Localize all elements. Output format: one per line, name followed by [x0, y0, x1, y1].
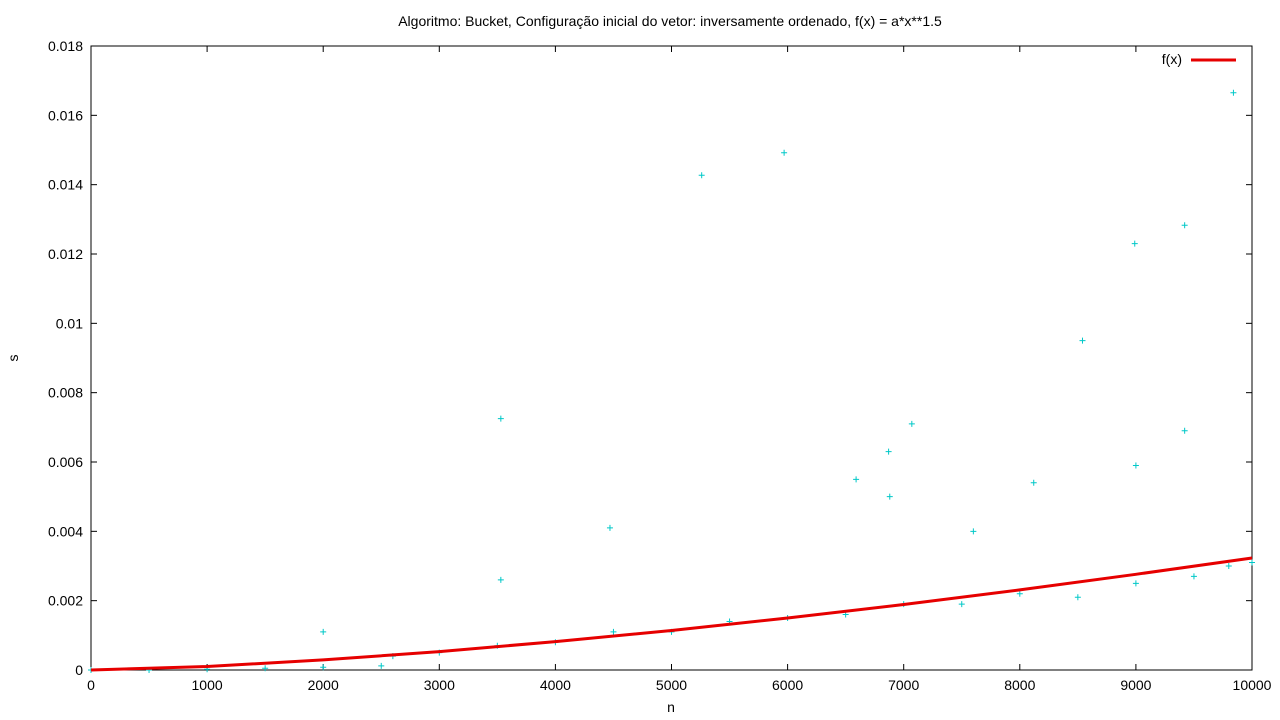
data-point — [1131, 240, 1138, 247]
data-point — [606, 524, 613, 531]
data-point — [1030, 479, 1037, 486]
legend: f(x) — [1162, 51, 1236, 67]
data-point — [698, 172, 705, 179]
data-point — [1181, 427, 1188, 434]
y-tick-label: 0 — [75, 662, 83, 678]
fit-line — [90, 556, 1253, 672]
x-tick-label: 7000 — [888, 677, 919, 693]
y-tick-label: 0.012 — [48, 246, 83, 262]
x-tick-label: 3000 — [424, 677, 455, 693]
x-axis-label: n — [667, 699, 675, 715]
y-axis-label: s — [5, 355, 21, 362]
data-point — [1079, 337, 1086, 344]
data-point — [1230, 89, 1237, 96]
y-tick-label: 0.016 — [48, 107, 83, 123]
data-point — [886, 493, 893, 500]
x-tick-label: 2000 — [308, 677, 339, 693]
y-tick-label: 0.018 — [48, 38, 83, 54]
y-tick-label: 0.002 — [48, 593, 83, 609]
x-tick-label: 5000 — [656, 677, 687, 693]
plot-frame — [90, 45, 1253, 671]
data-point — [610, 628, 617, 635]
data-point — [1181, 222, 1188, 229]
data-point — [320, 664, 327, 671]
data-point — [1132, 580, 1139, 587]
data-point — [497, 415, 504, 422]
data-point — [378, 662, 385, 669]
x-tick-label: 9000 — [1120, 677, 1151, 693]
x-tick-label: 10000 — [1233, 677, 1272, 693]
data-point — [1074, 594, 1081, 601]
data-point — [958, 601, 965, 608]
chart-title: Algoritmo: Bucket, Configuração inicial … — [398, 13, 942, 29]
x-tick-label: 8000 — [1004, 677, 1035, 693]
data-point — [1016, 590, 1023, 597]
data-point — [1132, 462, 1139, 469]
data-point — [885, 448, 892, 455]
data-point — [853, 476, 860, 483]
y-tick-label: 0.01 — [56, 315, 83, 331]
x-tick-label: 6000 — [772, 677, 803, 693]
data-point — [497, 576, 504, 583]
data-point — [262, 665, 269, 672]
legend-label-fx: f(x) — [1162, 51, 1182, 67]
data-point — [1190, 573, 1197, 580]
scatter-series — [88, 89, 1255, 673]
data-point — [320, 628, 327, 635]
data-point — [908, 420, 915, 427]
y-tick-label: 0.004 — [48, 523, 83, 539]
data-point — [1225, 563, 1232, 569]
y-tick-label: 0.014 — [48, 177, 83, 193]
x-tick-label: 4000 — [540, 677, 571, 693]
y-tick-label: 0.008 — [48, 385, 83, 401]
data-point — [970, 528, 977, 535]
plot-area: 0 1000 2000 3000 4000 5000 6000 7000 8000 9000 100… — [48, 38, 1272, 693]
x-tick-label: 1000 — [192, 677, 223, 693]
x-tick-label: 0 — [87, 677, 95, 693]
data-point — [781, 149, 788, 156]
data-point — [1249, 559, 1255, 566]
y-tick-label: 0.006 — [48, 454, 83, 470]
